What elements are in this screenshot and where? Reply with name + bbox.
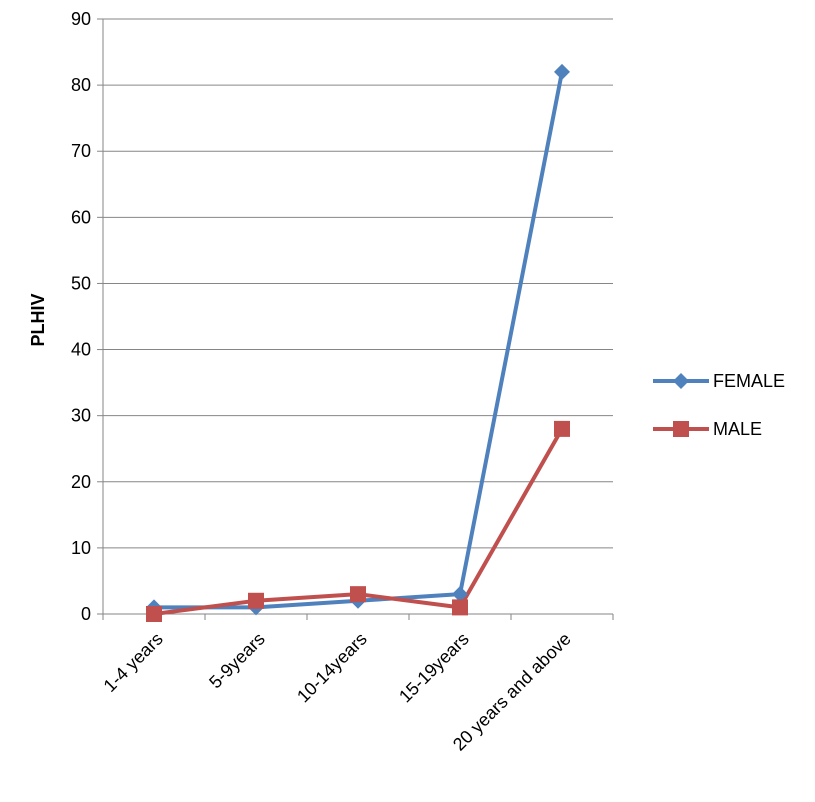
- y-tick-label: 60: [71, 207, 91, 227]
- data-point-male: [146, 606, 162, 622]
- legend-label: MALE: [713, 419, 762, 439]
- gridlines: [103, 18, 613, 615]
- legend: FEMALE MALE: [653, 371, 785, 439]
- y-tick-label: 70: [71, 141, 91, 161]
- y-tick-label: 90: [71, 9, 91, 29]
- legend-item-female: FEMALE: [653, 371, 785, 391]
- x-tick-label: 10-14years: [293, 629, 371, 707]
- y-tick-label: 30: [71, 406, 91, 426]
- data-point-male: [554, 420, 570, 437]
- tick-labels: 0 10 20 30 40 50 60 70 80 90 1-4 years 5-9years 10-1…: [71, 9, 575, 755]
- series-lines: [153, 71, 564, 616]
- data-point-male: [248, 592, 264, 609]
- series-line-female: [154, 71, 564, 610]
- data-point-female: [554, 63, 570, 80]
- series-markers: [146, 63, 570, 622]
- x-tick-label: 15-19years: [395, 629, 473, 707]
- legend-label: FEMALE: [713, 371, 785, 391]
- y-tick-label: 10: [71, 538, 91, 558]
- y-tick-label: 0: [81, 604, 91, 624]
- data-point-male: [452, 599, 468, 616]
- legend-item-male: MALE: [653, 419, 762, 439]
- data-point-female: [452, 586, 468, 603]
- x-tick-label: 1-4 years: [100, 629, 167, 696]
- y-axis-title: PLHIV: [28, 293, 48, 346]
- x-tick-label: 5-9years: [205, 629, 269, 693]
- legend-marker: [673, 373, 689, 389]
- y-tick-label: 20: [71, 472, 91, 492]
- y-tick-label: 50: [71, 273, 91, 293]
- data-point-male: [350, 586, 366, 603]
- y-tick-label: 80: [71, 75, 91, 95]
- y-tick-label: 40: [71, 340, 91, 360]
- legend-marker: [673, 421, 689, 437]
- axes: [97, 18, 614, 620]
